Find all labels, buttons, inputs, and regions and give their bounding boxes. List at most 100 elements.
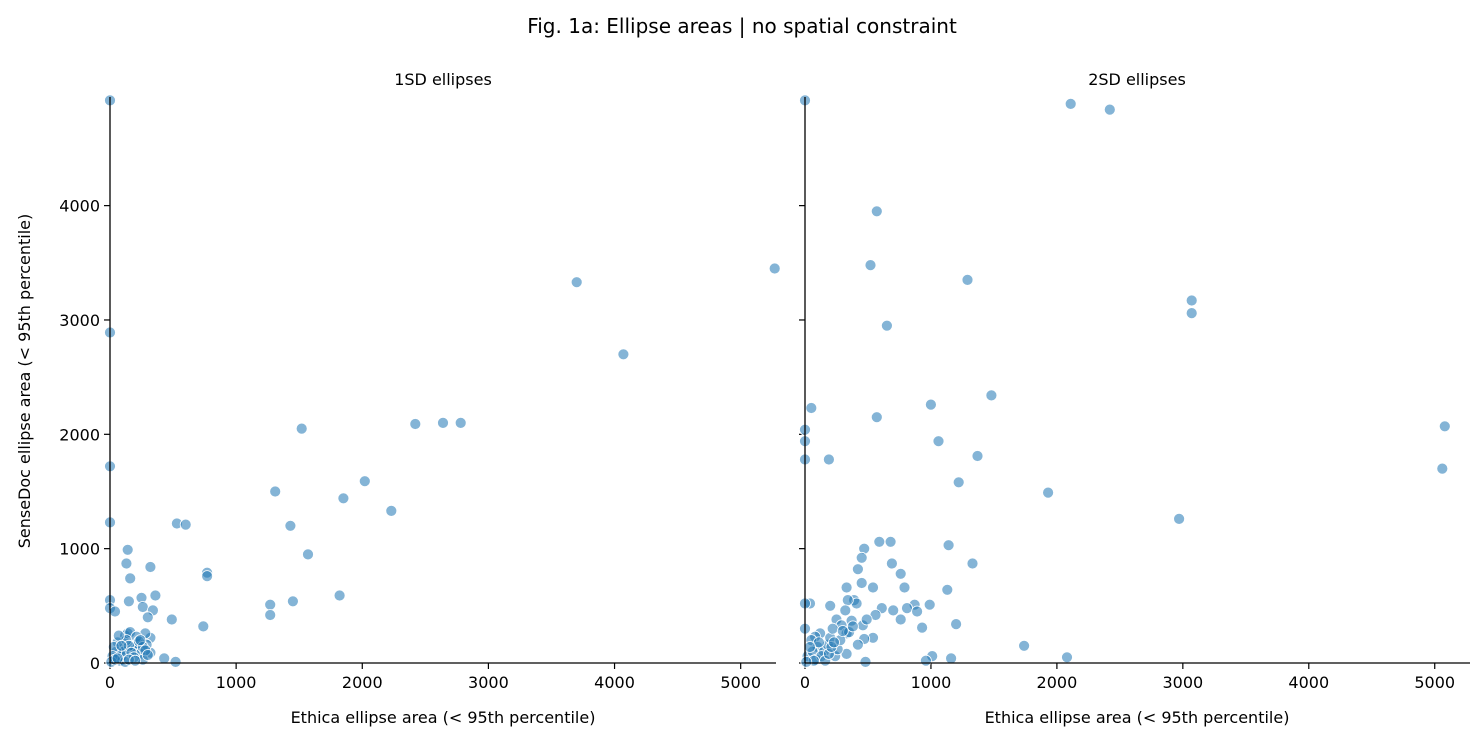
scatter-point [112, 629, 125, 642]
scatter-point [901, 602, 913, 614]
scatter-point [971, 450, 984, 462]
scatter-point [141, 649, 154, 661]
x-tick-label: 0 [800, 673, 810, 692]
scatter-point [886, 557, 898, 570]
scatter-points [799, 94, 1451, 668]
scatter-point [179, 518, 192, 531]
x-tick-label: 3000 [468, 673, 509, 692]
scatter-point [881, 319, 893, 332]
scatter-point [109, 605, 121, 618]
x-axis-label: Ethica ellipse area (< 95th percentile) [291, 708, 596, 727]
x-tick-label: 4000 [594, 673, 635, 692]
scatter-point [840, 581, 853, 594]
scatter-point [828, 636, 840, 649]
scatter-point [920, 654, 932, 667]
scatter-point [129, 654, 142, 667]
scatter-point [115, 639, 128, 652]
scatter-point [884, 535, 897, 548]
scatter-point [264, 609, 277, 621]
scatter-point [385, 504, 398, 517]
tick-labels: 0 1000 2000 3000 4000 5000 0 1000 2000 3000 4000 [59, 197, 761, 692]
x-tick-label: 4000 [1288, 673, 1329, 692]
scatter-point [823, 453, 835, 466]
scatter-point [985, 389, 998, 402]
scatter-point [950, 618, 962, 630]
panel-2sd: 2SD ellipses 0 1000 2000 3000 4000 5000 Ethic… [799, 70, 1470, 727]
scatter-point [804, 641, 816, 653]
scatter-point [1436, 462, 1449, 475]
scatter-point [942, 539, 955, 552]
y-tick-label: 1000 [59, 540, 100, 559]
scatter-point [894, 567, 907, 580]
scatter-point [870, 411, 883, 424]
scatter-point [197, 620, 210, 633]
x-tick-label: 1000 [911, 673, 952, 692]
scatter-point [409, 418, 422, 430]
scatter-point [768, 262, 781, 275]
scatter-point [302, 548, 314, 561]
scatter-point [284, 519, 297, 532]
scatter-point [617, 348, 630, 361]
scatter-point [122, 595, 135, 608]
x-tick-label: 0 [105, 673, 115, 692]
scatter-point [841, 594, 854, 606]
y-tick-label: 3000 [59, 311, 100, 330]
x-tick-label: 3000 [1162, 673, 1203, 692]
x-tick-label: 5000 [720, 673, 761, 692]
scatter-point [1018, 639, 1030, 652]
scatter-point [805, 402, 818, 414]
scatter-point [141, 611, 154, 624]
scatter-point [961, 273, 974, 286]
scatter-point [898, 581, 911, 594]
scatter-point [121, 543, 134, 556]
y-tick-label: 0 [90, 654, 100, 673]
y-tick-label: 2000 [59, 425, 100, 444]
figure-title: Fig. 1a: Ellipse areas | no spatial cons… [527, 14, 957, 38]
panel-title: 2SD ellipses [1088, 70, 1186, 89]
scatter-point [1173, 513, 1185, 525]
scatter-point [264, 598, 277, 611]
scatter-point [952, 476, 965, 489]
y-axis-label: SenseDoc ellipse area (< 95th percentile… [15, 214, 34, 549]
scatter-point [111, 652, 124, 665]
x-tick-label: 2000 [1037, 673, 1078, 692]
scatter-point [859, 656, 872, 668]
scatter-point [945, 652, 957, 665]
scatter-points [104, 94, 781, 668]
x-tick-label: 1000 [216, 673, 257, 692]
scatter-point [941, 583, 954, 596]
scatter-point [925, 398, 937, 411]
scatter-point [1438, 420, 1451, 433]
scatter-point [911, 605, 923, 618]
scatter-point [570, 276, 583, 289]
scatter-point [870, 205, 883, 218]
axes [109, 97, 776, 664]
panel-1sd: 1SD ellipses 0 1000 2000 3000 4000 5000 0 1000 2… [15, 70, 781, 727]
scatter-point [855, 577, 868, 589]
scatter-point [852, 638, 864, 651]
scatter-point [855, 551, 868, 564]
scatter-point [826, 622, 839, 635]
scatter-point [358, 475, 371, 488]
scatter-point [120, 557, 133, 570]
scatter-point [134, 634, 147, 646]
scatter-point [333, 589, 346, 602]
scatter-point [454, 416, 467, 429]
scatter-point [824, 599, 837, 612]
scatter-point [201, 570, 214, 582]
scatter-point [966, 557, 979, 570]
scatter-point [894, 613, 907, 626]
scatter-point [158, 652, 171, 665]
panel-title: 1SD ellipses [394, 70, 492, 89]
scatter-point [124, 572, 137, 585]
scatter-point [1185, 294, 1198, 307]
scatter-point [887, 604, 900, 617]
scatter-point [836, 625, 849, 637]
x-axis-label: Ethica ellipse area (< 95th percentile) [985, 708, 1290, 727]
scatter-point [873, 535, 886, 548]
scatter-point [269, 485, 282, 498]
scatter-point [852, 563, 864, 576]
x-tick-label: 2000 [342, 673, 383, 692]
scatter-point [149, 589, 162, 602]
scatter-point [136, 601, 149, 613]
